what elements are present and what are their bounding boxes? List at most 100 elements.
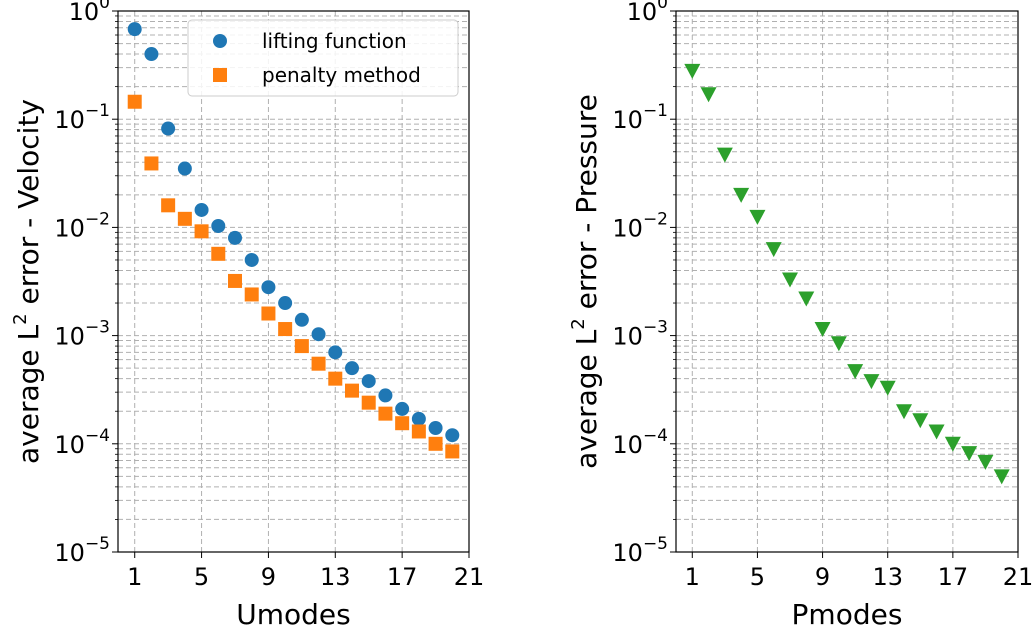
y-tick-base: 10 — [54, 106, 85, 134]
data-point — [361, 374, 376, 389]
data-point — [294, 312, 309, 327]
y-tick-label: 10−3 — [54, 318, 110, 351]
y-axis-label-text-rest: error - Velocity — [12, 99, 45, 313]
data-point — [211, 219, 226, 234]
data-point — [830, 336, 847, 352]
y-tick-base: 10 — [54, 431, 85, 459]
y-tick-label: 10−5 — [54, 534, 110, 567]
velocity-error-chart: 1 5 9 13 17 2110010−110−210−310−410−5Umodesav… — [10, 0, 484, 631]
y-tick-exponent: −4 — [85, 426, 110, 446]
series-pressure — [684, 63, 1010, 485]
y-tick-exponent: −1 — [85, 101, 110, 121]
y-tick-exponent: −5 — [85, 534, 110, 554]
plot-frame — [117, 10, 470, 553]
data-point — [411, 424, 426, 439]
data-point — [328, 345, 343, 360]
x-tick-label: 17 — [387, 563, 418, 591]
y-tick-exponent: 0 — [99, 0, 110, 13]
data-point — [177, 161, 192, 176]
legend-marker — [213, 34, 227, 48]
y-tick-base: 10 — [54, 323, 85, 351]
data-point — [345, 383, 359, 398]
y-tick-exponent: 0 — [657, 0, 668, 13]
data-point — [445, 444, 460, 459]
y-tick-base: 10 — [612, 106, 643, 134]
y-tick-label: 10−1 — [54, 101, 110, 134]
legend-label: lifting function — [262, 29, 407, 53]
y-tick-label: 100 — [627, 0, 668, 26]
data-point — [700, 87, 717, 103]
y-axis-label-superscript: 2 — [568, 318, 589, 329]
y-tick-exponent: −3 — [643, 318, 668, 338]
x-axis-label: Pmodes — [792, 598, 903, 631]
x-tick-label: 9 — [261, 563, 276, 591]
y-tick-exponent: −3 — [85, 318, 110, 338]
data-point — [993, 469, 1010, 485]
data-point — [345, 361, 359, 376]
data-point — [798, 291, 815, 307]
data-point — [928, 424, 945, 440]
data-point — [378, 388, 393, 403]
pressure-error-chart: 1 5 9 13 17 2110010−110−210−310−410−5Pmodesav… — [568, 0, 1033, 631]
legend-label: penalty method — [262, 63, 421, 87]
y-tick-label: 10−4 — [612, 426, 668, 459]
y-tick-exponent: −2 — [643, 209, 668, 229]
legend-box — [187, 19, 459, 97]
data-point — [244, 252, 259, 267]
data-point — [782, 272, 798, 288]
data-point — [211, 246, 226, 261]
y-axis-label-text: average L — [12, 324, 45, 464]
x-tick-label: 9 — [815, 563, 830, 591]
data-point — [261, 280, 276, 295]
data-point — [311, 356, 326, 371]
data-point — [378, 406, 393, 421]
legend-marker — [213, 68, 227, 82]
data-point — [445, 428, 460, 443]
data-point — [294, 339, 309, 354]
y-axis-label-text: average L — [570, 329, 603, 469]
data-point — [311, 327, 326, 342]
plot-frame — [675, 10, 1019, 553]
legend: lifting function penalty method — [187, 19, 459, 97]
y-axis-label-superscript: 2 — [10, 313, 31, 324]
x-tick-label: 21 — [1003, 563, 1034, 591]
data-point — [847, 364, 864, 380]
data-point — [428, 420, 443, 435]
y-tick-label: 10−5 — [612, 534, 668, 567]
data-point — [716, 147, 733, 163]
data-point — [161, 198, 176, 213]
x-tick-label: 13 — [872, 563, 903, 591]
y-tick-label: 10−3 — [612, 318, 668, 351]
data-point — [961, 446, 978, 462]
data-point — [428, 436, 443, 451]
data-point — [228, 230, 242, 245]
y-axis-label: average L2 error - Pressure — [568, 94, 603, 469]
data-point — [194, 224, 209, 239]
data-point — [411, 411, 426, 426]
data-point — [177, 211, 192, 226]
series-lifting-function — [127, 22, 460, 443]
data-point — [144, 156, 159, 171]
data-point — [328, 371, 343, 386]
data-point — [733, 187, 750, 203]
y-tick-base: 10 — [54, 539, 85, 567]
y-tick-base: 10 — [627, 0, 658, 26]
data-point — [814, 322, 831, 338]
data-point — [278, 296, 293, 311]
x-tick-label: 17 — [938, 563, 969, 591]
data-point — [765, 242, 782, 258]
y-tick-base: 10 — [54, 214, 85, 242]
y-tick-exponent: −5 — [643, 534, 668, 554]
y-tick-exponent: −4 — [643, 426, 668, 446]
data-point — [278, 322, 293, 337]
data-point — [127, 22, 142, 37]
x-tick-label: 5 — [194, 563, 209, 591]
data-point — [912, 413, 929, 429]
y-tick-label: 100 — [69, 0, 110, 26]
data-point — [863, 374, 880, 390]
y-tick-label: 10−4 — [54, 426, 110, 459]
data-point — [896, 404, 912, 420]
data-point — [944, 436, 961, 452]
data-point — [395, 401, 410, 416]
